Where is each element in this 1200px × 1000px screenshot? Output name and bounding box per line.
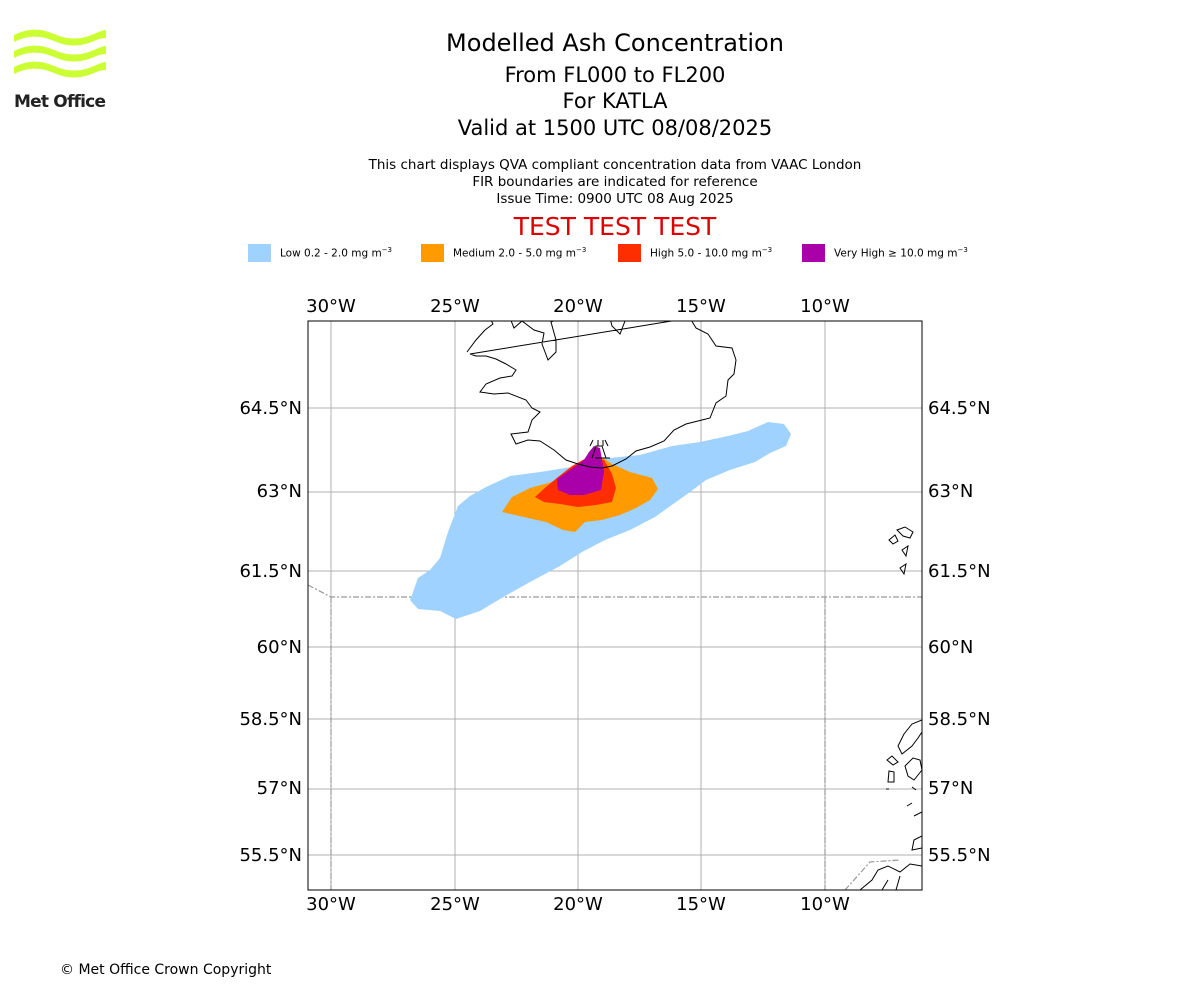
- legend-label-low: Low 0.2 - 2.0 mg m−3: [280, 246, 393, 260]
- lon-label-bottom-15w: 15°W: [676, 894, 726, 915]
- valid-time: Valid at 1500 UTC 08/08/2025: [457, 116, 773, 140]
- lon-label-bottom-30w: 30°W: [306, 894, 356, 915]
- ash-low-area: [410, 422, 791, 619]
- issue-time: Issue Time: 0900 UTC 08 Aug 2025: [496, 191, 734, 207]
- ash-very-high-area: [557, 446, 604, 495]
- legend-label-high: High 5.0 - 10.0 mg m−3: [650, 246, 773, 260]
- lon-label-top-15w: 15°W: [676, 296, 726, 317]
- flight-level-range: From FL000 to FL200: [504, 63, 726, 87]
- legend-label-medium: Medium 2.0 - 5.0 mg m−3: [453, 246, 587, 260]
- info-compliance: This chart displays QVA compliant concen…: [368, 157, 862, 173]
- lat-label-right-63n: 63°N: [928, 481, 973, 502]
- lat-label-right-55-5n: 55.5°N: [928, 845, 991, 866]
- lon-label-bottom-20w: 20°W: [553, 894, 603, 915]
- coastlines: [466, 321, 922, 890]
- lat-label-left-61-5n: 61.5°N: [239, 561, 302, 582]
- lon-label-top-30w: 30°W: [306, 296, 356, 317]
- faroe-islands-coastline: [888, 526, 914, 576]
- scotland-coastline: [859, 719, 922, 890]
- lat-label-left-57n: 57°N: [257, 778, 302, 799]
- legend-swatch-low: [248, 244, 271, 262]
- volcano-name: For KATLA: [562, 89, 668, 113]
- lon-label-top-25w: 25°W: [430, 296, 480, 317]
- chart-title: Modelled Ash Concentration: [446, 29, 784, 57]
- lat-label-right-60n: 60°N: [928, 637, 973, 658]
- lat-label-left-60n: 60°N: [257, 637, 302, 658]
- lat-label-right-64-5n: 64.5°N: [928, 398, 991, 419]
- lat-label-left-55-5n: 55.5°N: [239, 845, 302, 866]
- info-fir: FIR boundaries are indicated for referen…: [472, 174, 758, 190]
- met-office-logo: Met Office: [14, 28, 110, 114]
- iceland-coastline: [466, 321, 737, 469]
- lat-label-left-63n: 63°N: [257, 481, 302, 502]
- lon-label-top-10w: 10°W: [800, 296, 850, 317]
- test-banner: TEST TEST TEST: [513, 212, 717, 241]
- met-office-waves-icon: [14, 29, 106, 78]
- legend-swatch-high: [618, 244, 641, 262]
- map-frame: [307, 320, 923, 891]
- lat-label-left-64-5n: 64.5°N: [239, 398, 302, 419]
- copyright-notice: © Met Office Crown Copyright: [60, 962, 272, 978]
- lon-label-top-20w: 20°W: [553, 296, 603, 317]
- legend-swatch-very-high: [802, 244, 825, 262]
- legend-swatch-medium: [421, 244, 444, 262]
- lat-label-right-57n: 57°N: [928, 778, 973, 799]
- lon-label-bottom-25w: 25°W: [430, 894, 480, 915]
- lat-label-left-58-5n: 58.5°N: [239, 709, 302, 730]
- legend-label-very-high: Very High ≥ 10.0 mg m−3: [834, 246, 968, 260]
- lon-label-bottom-10w: 10°W: [800, 894, 850, 915]
- met-office-logo-text: Met Office: [14, 92, 106, 112]
- fir-boundaries: [308, 584, 922, 890]
- lat-label-right-61-5n: 61.5°N: [928, 561, 991, 582]
- volcano-marker-icon: [589, 439, 610, 459]
- lat-label-right-58-5n: 58.5°N: [928, 709, 991, 730]
- map-gridlines: [308, 321, 922, 890]
